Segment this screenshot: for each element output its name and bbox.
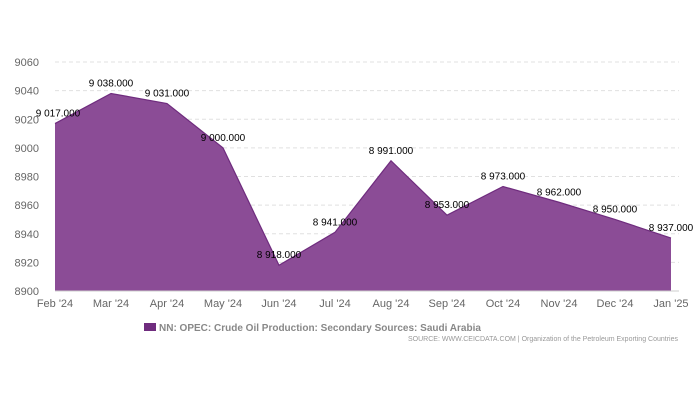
data-label: 8 973.000: [481, 172, 526, 183]
series-area-fill[interactable]: [55, 93, 671, 291]
data-point[interactable]: [276, 262, 282, 268]
x-tick-label: Feb '24: [37, 298, 73, 310]
data-point[interactable]: [556, 199, 562, 205]
data-point[interactable]: [444, 212, 450, 218]
data-label: 9 031.000: [145, 89, 190, 100]
data-point[interactable]: [388, 158, 394, 164]
data-point[interactable]: [220, 145, 226, 151]
y-tick-label: 9000: [15, 143, 39, 155]
data-label: 8 918.000: [257, 250, 302, 261]
data-label: 8 953.000: [425, 200, 470, 211]
x-tick-label: Aug '24: [373, 298, 410, 310]
data-point[interactable]: [108, 90, 114, 96]
data-label: 8 962.000: [537, 187, 582, 198]
legend[interactable]: NN: OPEC: Crude Oil Production: Secondar…: [144, 323, 481, 334]
data-point[interactable]: [612, 216, 618, 222]
legend-swatch[interactable]: [144, 323, 156, 331]
y-tick-label: 9060: [15, 57, 39, 69]
x-tick-label: Jun '24: [261, 298, 296, 310]
x-tick-label: Jul '24: [319, 298, 350, 310]
data-point[interactable]: [52, 121, 58, 127]
x-tick-label: Dec '24: [597, 298, 634, 310]
x-tick-label: Oct '24: [486, 298, 521, 310]
legend-label[interactable]: NN: OPEC: Crude Oil Production: Secondar…: [159, 323, 481, 334]
x-axis: Feb '24 Mar '24 Apr '24 May '24 Jun '24 Jul '…: [37, 290, 689, 310]
x-tick-label: Nov '24: [541, 298, 578, 310]
y-tick-label: 9040: [15, 86, 39, 98]
source-note: SOURCE: WWW.CEICDATA.COM | Organization …: [408, 336, 678, 343]
x-tick-label: Jan '25: [653, 298, 688, 310]
data-label: 9 000.000: [201, 133, 246, 144]
data-point[interactable]: [668, 235, 674, 241]
data-label: 9 017.000: [36, 109, 81, 120]
x-tick-label: Sep '24: [429, 298, 466, 310]
data-point[interactable]: [500, 184, 506, 190]
data-label: 8 937.000: [649, 223, 694, 234]
data-label: 8 950.000: [593, 204, 638, 215]
y-tick-label: 8900: [15, 286, 39, 298]
series-line: [54, 92, 672, 267]
y-tick-label: 8940: [15, 229, 39, 241]
y-tick-label: 9020: [15, 114, 39, 126]
x-tick-label: Apr '24: [150, 298, 185, 310]
x-tick-label: May '24: [204, 298, 242, 310]
y-tick-label: 8920: [15, 257, 39, 269]
data-label: 8 991.000: [369, 146, 414, 157]
y-tick-label: 8960: [15, 200, 39, 212]
series-area: [52, 90, 674, 291]
data-label: 8 941.000: [313, 217, 358, 228]
data-labels: 9 017.000 9 038.000 9 031.000 9 000.000 8 91…: [36, 78, 694, 261]
data-point[interactable]: [164, 101, 170, 107]
x-tick-label: Mar '24: [93, 298, 129, 310]
data-point[interactable]: [332, 229, 338, 235]
data-label: 9 038.000: [89, 78, 134, 89]
y-tick-label: 8980: [15, 172, 39, 184]
y-axis: 8900 8920 8940 8960 8980 9000 9020 9040 9060: [15, 57, 39, 298]
